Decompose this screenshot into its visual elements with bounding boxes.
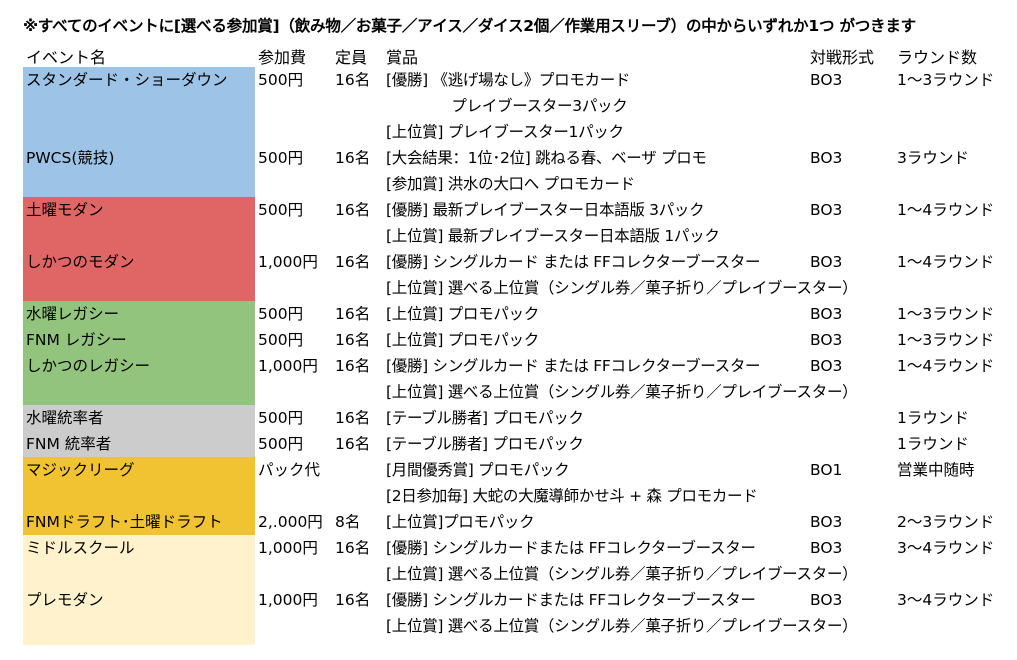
- header-event: イベント名: [26, 48, 107, 67]
- row-12-event-name: しかつのレガシー: [26, 357, 151, 375]
- row-15-rounds: 1ラウンド: [897, 435, 969, 453]
- row-21-event-name: プレモダン: [26, 591, 104, 609]
- row-18-event-name: FNMドラフト･土曜ドラフト: [26, 513, 223, 531]
- band-league: [23, 457, 255, 535]
- row-4-prize: [大会結果：1位･2位] 跳ねる春、ベーザ プロモ: [386, 149, 707, 167]
- header-rounds: ラウンド数: [897, 48, 978, 67]
- row-8-fee: 1,000円: [258, 253, 318, 271]
- row-20-prize: [上位賞] 選べる上位賞（シングル券／菓子折り／プレイブースター）: [386, 565, 858, 583]
- row-14-event-name: 水曜統率者: [26, 409, 104, 427]
- row-4-event-name: PWCS(競技): [26, 149, 115, 167]
- row-1-fee: 500円: [258, 71, 304, 89]
- band-middle: [23, 535, 255, 645]
- row-8-format: BO3: [810, 253, 843, 271]
- row-16-prize: [月間優秀賞] プロモパック: [386, 461, 570, 479]
- row-8-prize: [優勝] シングルカード または FFコレクターブースター: [386, 253, 761, 271]
- row-15-prize: [テーブル勝者] プロモパック: [386, 435, 584, 453]
- row-18-prize: [上位賞]プロモパック: [386, 513, 535, 531]
- row-7-prize: [上位賞] 最新プレイブースター日本語版 1パック: [386, 227, 720, 245]
- row-10-fee: 500円: [258, 305, 304, 323]
- header-prize: 賞品: [386, 48, 419, 67]
- row-12-format: BO3: [810, 357, 843, 375]
- row-4-fee: 500円: [258, 149, 304, 167]
- row-19-fee: 1,000円: [258, 539, 318, 557]
- row-19-capacity: 16名: [335, 539, 371, 557]
- row-1-prize: [優勝] 《逃げ場なし》プロモカード: [386, 71, 631, 89]
- band-commander: [23, 405, 255, 457]
- row-11-fee: 500円: [258, 331, 304, 349]
- row-16-fee: パック代: [258, 461, 321, 479]
- row-1-capacity: 16名: [335, 71, 371, 89]
- row-13-prize: [上位賞] 選べる上位賞（シングル券／菓子折り／プレイブースター）: [386, 383, 858, 401]
- row-17-prize: [2日参加毎] 大蛇の大魔導師かせ斗 + 森 プロモカード: [386, 487, 758, 505]
- header-capacity: 定員: [335, 48, 368, 67]
- row-6-rounds: 1～4ラウンド: [897, 201, 995, 219]
- row-14-fee: 500円: [258, 409, 304, 427]
- row-21-prize: [優勝] シングルカードまたは FFコレクターブースター: [386, 591, 756, 609]
- row-18-format: BO3: [810, 513, 843, 531]
- row-10-format: BO3: [810, 305, 843, 323]
- row-6-format: BO3: [810, 201, 843, 219]
- row-21-format: BO3: [810, 591, 843, 609]
- band-standard: [23, 67, 255, 197]
- row-4-rounds: 3ラウンド: [897, 149, 969, 167]
- row-21-fee: 1,000円: [258, 591, 318, 609]
- row-14-prize: [テーブル勝者] プロモパック: [386, 409, 584, 427]
- row-19-rounds: 3～4ラウンド: [897, 539, 995, 557]
- row-6-capacity: 16名: [335, 201, 371, 219]
- row-10-prize: [上位賞] プロモパック: [386, 305, 539, 323]
- row-4-capacity: 16名: [335, 149, 371, 167]
- row-16-format: BO1: [810, 461, 843, 479]
- row-21-rounds: 3～4ラウンド: [897, 591, 995, 609]
- row-15-fee: 500円: [258, 435, 304, 453]
- row-11-rounds: 1～3ラウンド: [897, 331, 995, 349]
- row-4-format: BO3: [810, 149, 843, 167]
- row-19-event-name: ミドルスクール: [26, 539, 135, 557]
- row-8-rounds: 1～4ラウンド: [897, 253, 995, 271]
- row-15-capacity: 16名: [335, 435, 371, 453]
- row-16-event-name: マジックリーグ: [26, 461, 135, 479]
- row-6-prize: [優勝] 最新プレイブースター日本語版 3パック: [386, 201, 705, 219]
- row-9-prize: [上位賞] 選べる上位賞（シングル券／菓子折り／プレイブースター）: [386, 279, 858, 297]
- row-10-event-name: 水曜レガシー: [26, 305, 120, 323]
- row-10-capacity: 16名: [335, 305, 371, 323]
- row-1-rounds: 1～3ラウンド: [897, 71, 995, 89]
- row-10-rounds: 1～3ラウンド: [897, 305, 995, 323]
- header-fee: 参加費: [258, 48, 307, 67]
- row-14-capacity: 16名: [335, 409, 371, 427]
- row-3-prize: [上位賞] プレイブースター1パック: [386, 123, 624, 141]
- row-11-capacity: 16名: [335, 331, 371, 349]
- header-format: 対戦形式: [810, 48, 875, 67]
- row-22-prize: [上位賞] 選べる上位賞（シングル券／菓子折り／プレイブースター）: [386, 617, 858, 635]
- row-18-rounds: 2～3ラウンド: [897, 513, 995, 531]
- row-12-prize: [優勝] シングルカード または FFコレクターブースター: [386, 357, 761, 375]
- row-12-capacity: 16名: [335, 357, 371, 375]
- row-8-capacity: 16名: [335, 253, 371, 271]
- row-12-fee: 1,000円: [258, 357, 318, 375]
- row-14-rounds: 1ラウンド: [897, 409, 969, 427]
- row-19-prize: [優勝] シングルカードまたは FFコレクターブースター: [386, 539, 756, 557]
- row-15-event-name: FNM 統率者: [26, 435, 112, 453]
- row-6-fee: 500円: [258, 201, 304, 219]
- band-legacy: [23, 301, 255, 405]
- row-21-capacity: 16名: [335, 591, 371, 609]
- row-11-event-name: FNM レガシー: [26, 331, 127, 349]
- row-18-capacity: 8名: [335, 513, 361, 531]
- row-11-format: BO3: [810, 331, 843, 349]
- row-18-fee: 2,.000円: [258, 513, 323, 531]
- row-6-event-name: 土曜モダン: [26, 201, 104, 219]
- row-5-prize: [参加賞] 洪水の大口へ プロモカード: [386, 175, 635, 193]
- row-2-prize: プレイブースター3パック: [386, 97, 628, 115]
- row-1-event-name: スタンダード・ショーダウン: [26, 71, 228, 89]
- row-1-format: BO3: [810, 71, 843, 89]
- row-8-event-name: しかつのモダン: [26, 253, 135, 271]
- notice-banner: ※すべてのイベントに[選べる参加賞]（飲み物／お菓子／アイス／ダイス2個／作業用…: [23, 17, 916, 35]
- row-12-rounds: 1～4ラウンド: [897, 357, 995, 375]
- band-modern: [23, 197, 255, 301]
- row-16-rounds: 営業中随時: [897, 461, 975, 479]
- row-19-format: BO3: [810, 539, 843, 557]
- row-11-prize: [上位賞] プロモパック: [386, 331, 539, 349]
